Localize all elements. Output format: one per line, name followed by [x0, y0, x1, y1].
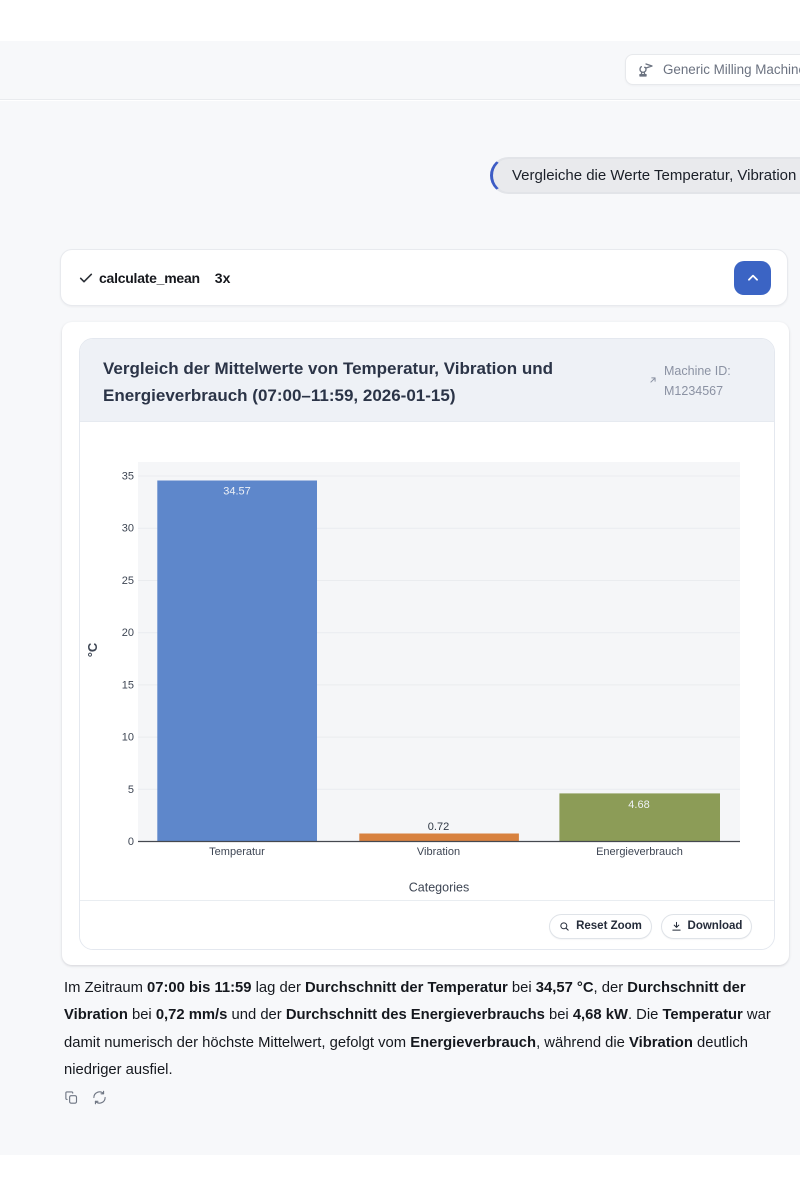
- svg-text:Categories: Categories: [409, 881, 469, 895]
- svg-text:0.72: 0.72: [428, 821, 449, 833]
- svg-text:5: 5: [128, 784, 134, 796]
- svg-text:25: 25: [122, 575, 134, 587]
- svg-text:4.68: 4.68: [628, 799, 649, 811]
- svg-text:35: 35: [122, 471, 134, 483]
- svg-text:20: 20: [122, 627, 134, 639]
- svg-text:10: 10: [122, 732, 134, 744]
- svg-text:Vibration: Vibration: [417, 846, 460, 858]
- svg-text:30: 30: [122, 523, 134, 535]
- svg-text:34.57: 34.57: [223, 486, 251, 498]
- svg-text:°C: °C: [85, 642, 100, 657]
- svg-text:Energieverbrauch: Energieverbrauch: [596, 846, 683, 858]
- svg-text:Temperatur: Temperatur: [209, 846, 265, 858]
- svg-text:15: 15: [122, 679, 134, 691]
- svg-text:0: 0: [128, 836, 134, 848]
